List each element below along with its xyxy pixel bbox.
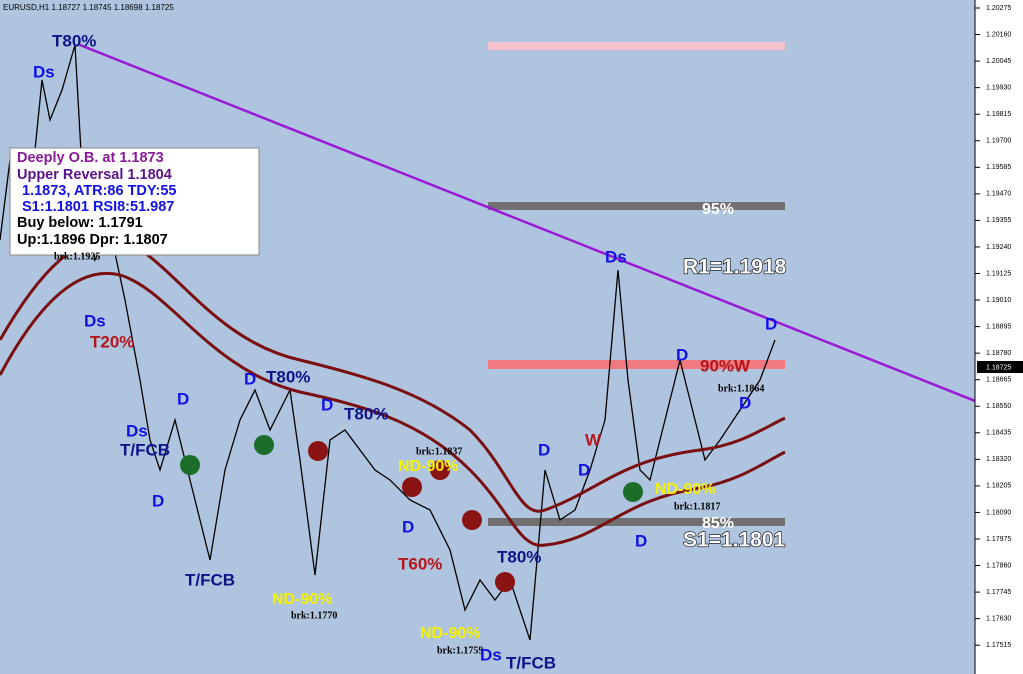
annotation: D <box>402 517 414 536</box>
annotation: S1=1.1801 <box>683 529 786 552</box>
price-label: 1.18665 <box>986 377 1011 384</box>
annotation: brk:1.1864 <box>718 383 764 394</box>
moving-average <box>0 271 786 547</box>
annotation: brk:1.1925 <box>54 251 100 262</box>
price-label: 1.18780 <box>986 350 1011 357</box>
annotation: D <box>765 314 777 333</box>
annotation: D <box>538 440 550 459</box>
price-label: 1.18550 <box>986 403 1011 410</box>
annotation: T80% <box>497 547 541 566</box>
annotation: 85% <box>702 515 734 532</box>
level-bar <box>488 42 785 50</box>
level-bar <box>488 202 785 210</box>
annotation: T80% <box>266 367 310 386</box>
annotation: R1=1.1918 <box>683 256 787 279</box>
annotation: T/FCB <box>120 440 170 459</box>
annotation: D <box>739 393 751 412</box>
level-bar <box>488 518 785 526</box>
price-label: 1.19355 <box>986 217 1011 224</box>
annotation: brk:1.1759 <box>437 645 483 656</box>
price-label: 1.19700 <box>986 138 1011 145</box>
info-line: Buy below: 1.1791 <box>17 215 143 231</box>
level-bar <box>488 360 785 369</box>
annotation: ND-90% <box>420 625 480 642</box>
info-line: Up:1.1896 Dpr: 1.1807 <box>17 232 168 248</box>
annotation: W <box>585 430 602 449</box>
price-label: 1.18895 <box>986 323 1011 330</box>
annotation: brk:1.1817 <box>674 501 720 512</box>
annotation: Ds <box>33 62 55 81</box>
annotation: D <box>321 395 333 414</box>
info-line: S1:1.1801 RSI8:51.987 <box>22 199 174 215</box>
price-label: 1.19930 <box>986 84 1011 91</box>
price-label: 1.17745 <box>986 589 1011 596</box>
price-label: 1.19585 <box>986 164 1011 171</box>
annotation: T60% <box>398 554 442 573</box>
annotation: ND-90% <box>655 481 715 498</box>
price-label: 1.19470 <box>986 191 1011 198</box>
price-label: 1.19240 <box>986 244 1011 251</box>
annotation: Ds <box>605 247 627 266</box>
annotation: 95% <box>702 201 734 218</box>
price-label: 1.17515 <box>986 642 1011 649</box>
annotation: Ds <box>480 645 502 664</box>
annotation: D <box>152 491 164 510</box>
price-label: 1.20045 <box>986 58 1011 65</box>
annotation: D <box>578 460 590 479</box>
annotation: Ds <box>126 421 148 440</box>
signal-markers <box>180 435 643 592</box>
current-price-box <box>977 361 1023 373</box>
annotation: 90%W <box>700 356 751 375</box>
price-path <box>0 44 776 641</box>
annotation: D <box>676 345 688 364</box>
annotation: T/FCB <box>506 653 556 672</box>
annotation: T20% <box>90 332 134 351</box>
annotation: ND-90% <box>398 458 458 475</box>
price-label: 1.17975 <box>986 536 1011 543</box>
info-box <box>9 147 260 256</box>
price-axis-labels: 1.20275 1.20160 1.20045 1.19930 1.19815 1.197… <box>975 5 1011 649</box>
annotation: T80% <box>344 404 388 423</box>
annotation: D <box>177 389 189 408</box>
price-label: 1.19125 <box>986 270 1011 277</box>
annotation: D <box>635 531 647 550</box>
price-label: 1.19815 <box>986 111 1011 118</box>
price-label: 1.18205 <box>986 483 1011 490</box>
price-label: 1.19010 <box>986 297 1011 304</box>
price-label: 1.20275 <box>986 5 1011 12</box>
price-axis <box>975 0 1023 674</box>
info-line: Deeply O.B. at 1.1873 <box>17 150 164 166</box>
info-line: 1.1873, ATR:86 TDY:55 <box>22 183 176 199</box>
annotation: ND-90% <box>272 591 332 608</box>
annotation: Ds <box>84 311 106 330</box>
trend-line <box>79 43 1023 422</box>
price-label: 1.17630 <box>986 615 1011 622</box>
price-label: 1.18320 <box>986 456 1011 463</box>
price-label: 1.20160 <box>986 31 1011 38</box>
annotation: brk:1.1770 <box>291 610 337 621</box>
current-price: 1.18725 <box>986 364 1011 371</box>
annotation: D <box>244 369 256 388</box>
price-label: 1.18435 <box>986 430 1011 437</box>
annotation: T/FCB <box>185 570 235 589</box>
price-label: 1.17860 <box>986 562 1011 569</box>
annotation: T80% <box>52 31 96 50</box>
symbol-header: EURUSD,H1 1.18727 1.18745 1.18698 1.1872… <box>3 3 174 12</box>
annotation: brk:1.1837 <box>416 446 462 457</box>
info-line: Upper Reversal 1.1804 <box>17 167 172 183</box>
price-label: 1.18090 <box>986 509 1011 516</box>
